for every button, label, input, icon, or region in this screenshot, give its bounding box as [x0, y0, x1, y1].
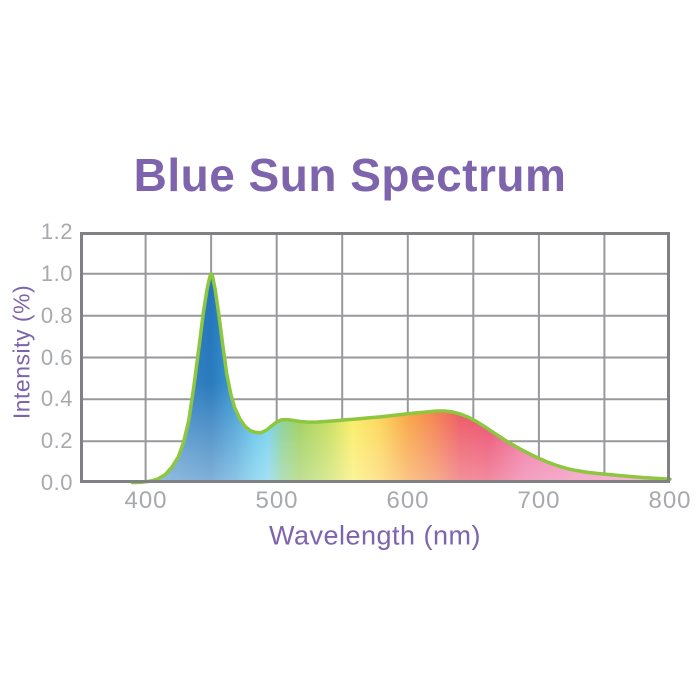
x-axis-title: Wavelength (nm): [268, 520, 482, 551]
y-tick-label: 1.2: [40, 219, 73, 244]
plot-border: [80, 232, 670, 483]
x-tick-label: 400: [124, 487, 168, 514]
x-tick-label: 700: [517, 487, 561, 514]
spectrum-chart-svg: [80, 232, 672, 485]
x-tick-label: 500: [255, 487, 299, 514]
x-tick-label: 600: [386, 487, 430, 514]
y-tick-label: 0.0: [40, 470, 73, 495]
y-tick-label: 0.2: [40, 428, 73, 453]
y-tick-label: 0.4: [40, 386, 73, 411]
spectrum-curve: [130, 272, 672, 485]
y-tick-label: 1.0: [40, 261, 73, 286]
chart-title: Blue Sun Spectrum: [133, 149, 567, 201]
x-tick-label: 800: [648, 487, 692, 514]
y-tick-label: 0.8: [40, 303, 73, 328]
plot-area: [80, 232, 672, 485]
y-tick-label: 0.6: [40, 345, 73, 370]
